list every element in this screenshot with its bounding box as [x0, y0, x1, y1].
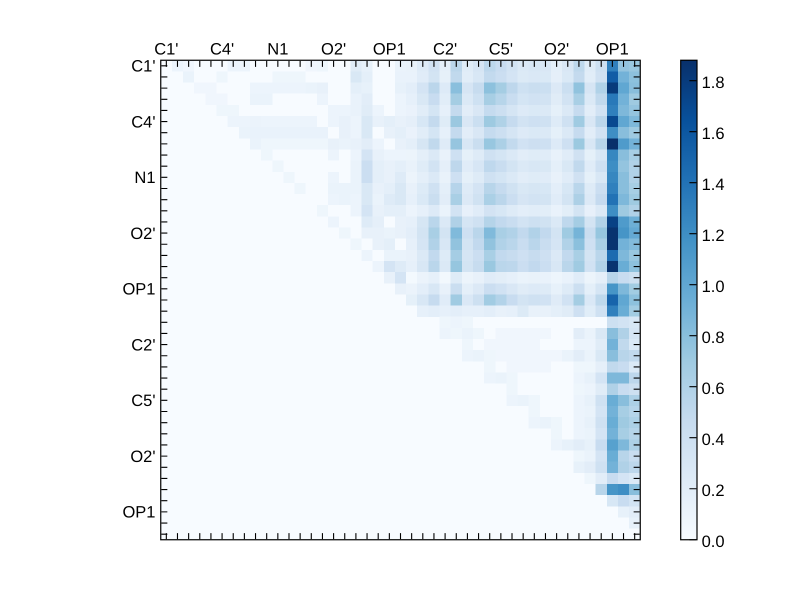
svg-text:C5': C5' [489, 41, 513, 59]
svg-text:N1: N1 [134, 169, 155, 187]
svg-text:OP1: OP1 [122, 504, 155, 522]
svg-text:O2': O2' [321, 41, 346, 59]
svg-text:O2': O2' [130, 448, 155, 466]
svg-text:0.0: 0.0 [702, 533, 725, 551]
svg-text:C1': C1' [131, 58, 155, 76]
svg-text:N1: N1 [267, 41, 288, 59]
svg-text:0.6: 0.6 [702, 380, 725, 398]
svg-text:0.8: 0.8 [702, 329, 725, 347]
svg-text:0.2: 0.2 [702, 482, 725, 500]
svg-text:O2': O2' [544, 41, 569, 59]
svg-text:C4': C4' [210, 41, 234, 59]
svg-text:C1': C1' [154, 41, 178, 59]
svg-text:OP1: OP1 [122, 281, 155, 299]
svg-text:0.4: 0.4 [702, 431, 725, 449]
svg-text:1.8: 1.8 [702, 74, 725, 92]
svg-text:C5': C5' [131, 392, 155, 410]
svg-text:C2': C2' [131, 336, 155, 354]
svg-text:1.6: 1.6 [702, 125, 725, 143]
svg-text:OP1: OP1 [373, 41, 406, 59]
svg-text:1.0: 1.0 [702, 278, 725, 296]
svg-text:O2': O2' [130, 225, 155, 243]
svg-text:1.2: 1.2 [702, 227, 725, 245]
svg-text:C4': C4' [131, 113, 155, 131]
svg-text:C2': C2' [433, 41, 457, 59]
svg-text:OP1: OP1 [596, 41, 629, 59]
svg-text:1.4: 1.4 [702, 176, 725, 194]
